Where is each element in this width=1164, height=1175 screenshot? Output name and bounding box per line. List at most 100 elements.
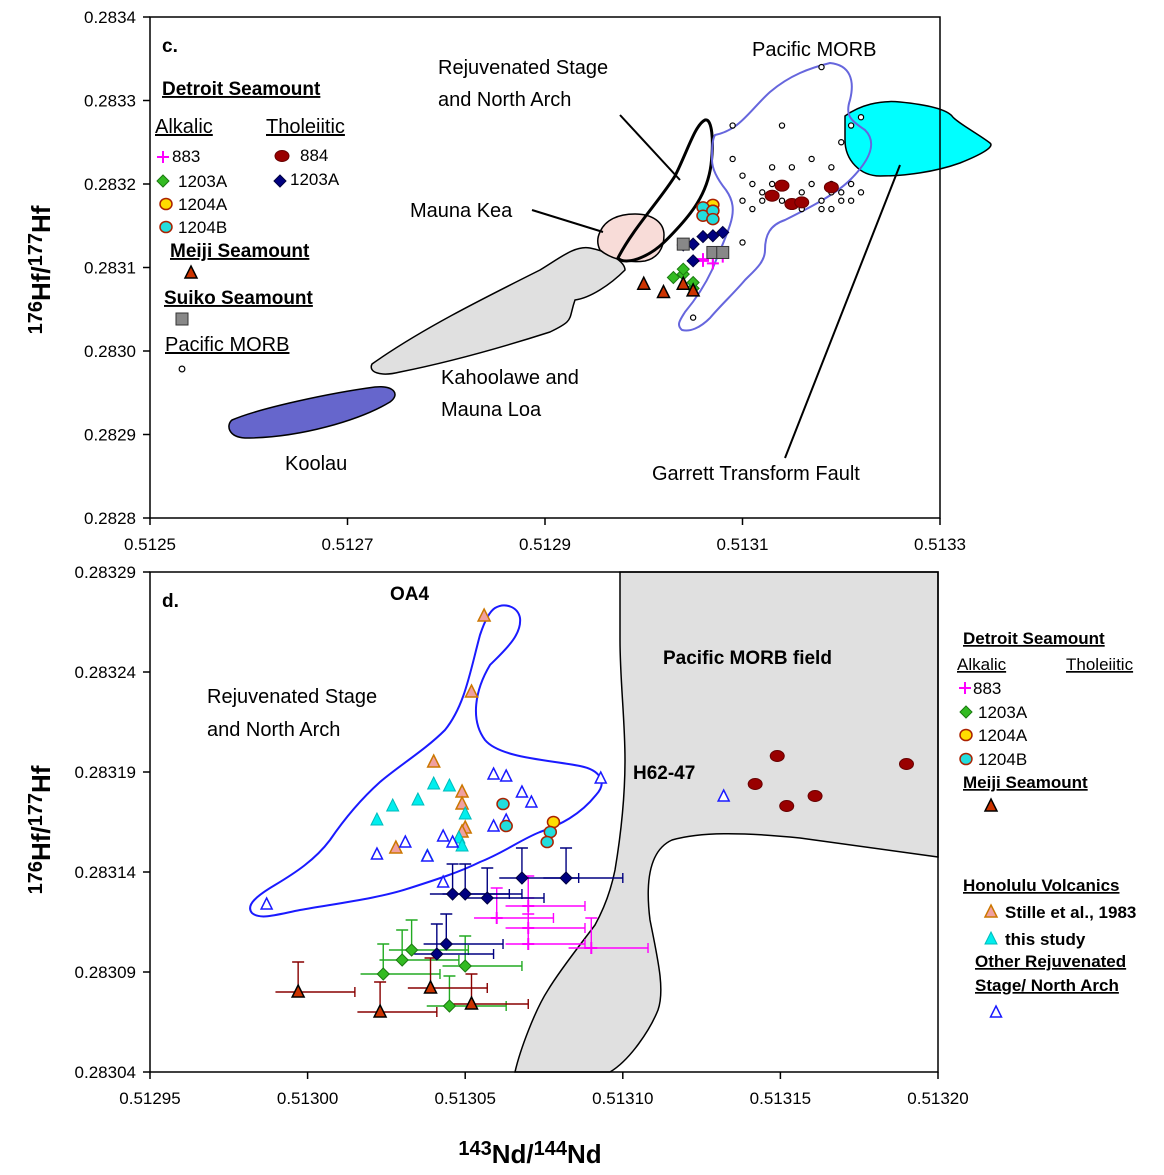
morb-field — [514, 571, 939, 1073]
legend-d-883-marker — [959, 682, 971, 694]
point-meiji-seamount — [464, 995, 479, 1010]
morb-point — [729, 155, 736, 163]
point-meiji — [656, 283, 671, 299]
x-tick-label: 0.5133 — [914, 535, 966, 554]
y-tick-label: 0.2829 — [84, 426, 136, 445]
point-other-rejuvenated-stage-north-arch — [436, 828, 450, 842]
legend-c-alkalic: Alkalic — [155, 116, 213, 138]
legend-d-alkalic: Alkalic — [957, 655, 1007, 674]
panel-c-legend: Detroit Seamount Alkalic Tholeiitic 883 … — [155, 79, 345, 373]
rejuvenated-outline-d — [249, 604, 603, 918]
legend-c-883-marker — [157, 151, 169, 163]
error-bar — [568, 917, 649, 953]
legend-d-1204a-label: 1204A — [978, 726, 1028, 745]
morb-point — [857, 113, 865, 121]
point-1203a-tholeiitic — [445, 887, 460, 901]
point-1203a-tholeiitic — [716, 225, 730, 240]
legend-d-1204a-marker — [959, 728, 973, 742]
point-1203a-alkalic — [676, 262, 690, 276]
morb-point — [778, 197, 786, 204]
point-1203a-tholeiitic — [430, 947, 444, 961]
point-1203a-alkalic — [666, 270, 681, 285]
legend-d-1204b-label: 1204B — [978, 750, 1027, 769]
legend-d-heading: Detroit Seamount — [963, 629, 1105, 648]
point-meiji — [685, 282, 701, 297]
morb-point — [828, 205, 835, 213]
legend-c-1204a-label: 1204A — [178, 195, 228, 214]
panel-c-ticks: 0.5125 0.5127 0.5129 0.5131 0.5133 0.2828 0.28… — [84, 8, 966, 554]
error-bar — [360, 943, 441, 979]
point-1203a-tholeiitic — [439, 937, 453, 951]
x-tick-label: 0.51305 — [434, 1089, 495, 1108]
point-883 — [585, 942, 598, 954]
x-tick-label: 0.51310 — [592, 1089, 653, 1108]
point-884 — [747, 778, 763, 790]
legend-c-883-label: 883 — [172, 147, 200, 166]
legend-d-stille: Stille et al., 1983 — [1005, 903, 1136, 922]
leader-mauna-kea — [531, 209, 604, 233]
x-tick-label: 0.5125 — [124, 535, 176, 554]
legend-c-meiji-marker — [183, 264, 199, 279]
point-883 — [522, 938, 535, 950]
legend-d-other-2: Stage/ North Arch — [975, 976, 1119, 995]
panel-d-label: d. — [162, 591, 179, 612]
legend-c-heading: Detroit Seamount — [162, 79, 321, 100]
morb-point — [739, 197, 746, 204]
field-label-koolau: Koolau — [285, 453, 347, 475]
leader-garrett — [784, 164, 901, 459]
legend-c-884-marker — [274, 150, 290, 162]
panel-c-points — [636, 63, 865, 321]
legend-d-1203a-label: 1203A — [978, 703, 1028, 722]
legend-d-markers — [959, 682, 1003, 1018]
legend-d-other-1: Other Rejuvenated — [975, 952, 1126, 971]
legend-d-meiji-marker — [983, 797, 999, 812]
point-883 — [522, 922, 535, 934]
legend-d-this-study: this study — [1005, 930, 1086, 949]
point-this-study — [385, 797, 400, 812]
point-1204b — [540, 835, 554, 849]
point-this-study — [442, 777, 457, 792]
point-883 — [522, 900, 535, 912]
point-884 — [898, 758, 914, 770]
morb-point — [739, 172, 746, 179]
field-label-rejuvenated-1: Rejuvenated Stage — [438, 57, 608, 79]
point-other-rejuvenated-stage-north-arch — [515, 784, 529, 798]
x-tick-label: 0.51300 — [277, 1089, 338, 1108]
point-884 — [794, 196, 810, 209]
point-other-rejuvenated-stage-north-arch — [594, 770, 608, 784]
y-tick-label: 0.2828 — [84, 509, 136, 528]
morb-point — [788, 164, 796, 171]
leader-rejuvenated — [619, 114, 681, 181]
point-884 — [764, 189, 780, 202]
morb-point — [739, 239, 746, 246]
legend-c-morb: Pacific MORB — [165, 334, 289, 356]
point-other-rejuvenated-stage-north-arch — [499, 768, 513, 782]
panel-d-points — [259, 607, 914, 1018]
kahoolawe-field — [370, 246, 626, 375]
morb-point — [818, 197, 825, 204]
morb-point — [808, 155, 815, 163]
legend-c-meiji: Meiji Seamount — [170, 241, 310, 262]
point-other-rejuvenated-stage-north-arch — [398, 834, 413, 848]
morb-point — [847, 197, 855, 204]
error-bar — [448, 973, 529, 1009]
legend-c-1204b-marker — [159, 220, 173, 234]
error-bar — [423, 913, 504, 949]
error-bar — [407, 957, 488, 993]
legend-c-suiko-marker — [175, 312, 189, 326]
point-stille-et-al-1983 — [388, 839, 404, 854]
panel-d-xlabel: 143Nd/144Nd — [458, 1138, 601, 1169]
annotation-rejuvenated-1: Rejuvenated Stage — [207, 686, 377, 708]
panel-c-label: c. — [162, 36, 178, 57]
panel-d: 0.51295 0.51300 0.51305 0.51310 0.51315 0.513… — [25, 563, 1136, 1169]
field-label-kahoolawe-2: Mauna Loa — [441, 399, 542, 421]
point-1203a — [395, 953, 409, 967]
point-884 — [807, 790, 823, 802]
point-stille-et-al-1983 — [454, 795, 470, 810]
point-1204b — [499, 819, 513, 833]
point-other-rejuvenated-stage-north-arch — [259, 896, 274, 910]
panel-d-plot-area — [149, 571, 939, 1073]
error-bar — [379, 929, 460, 965]
point-stille-et-al-1983 — [476, 607, 492, 622]
